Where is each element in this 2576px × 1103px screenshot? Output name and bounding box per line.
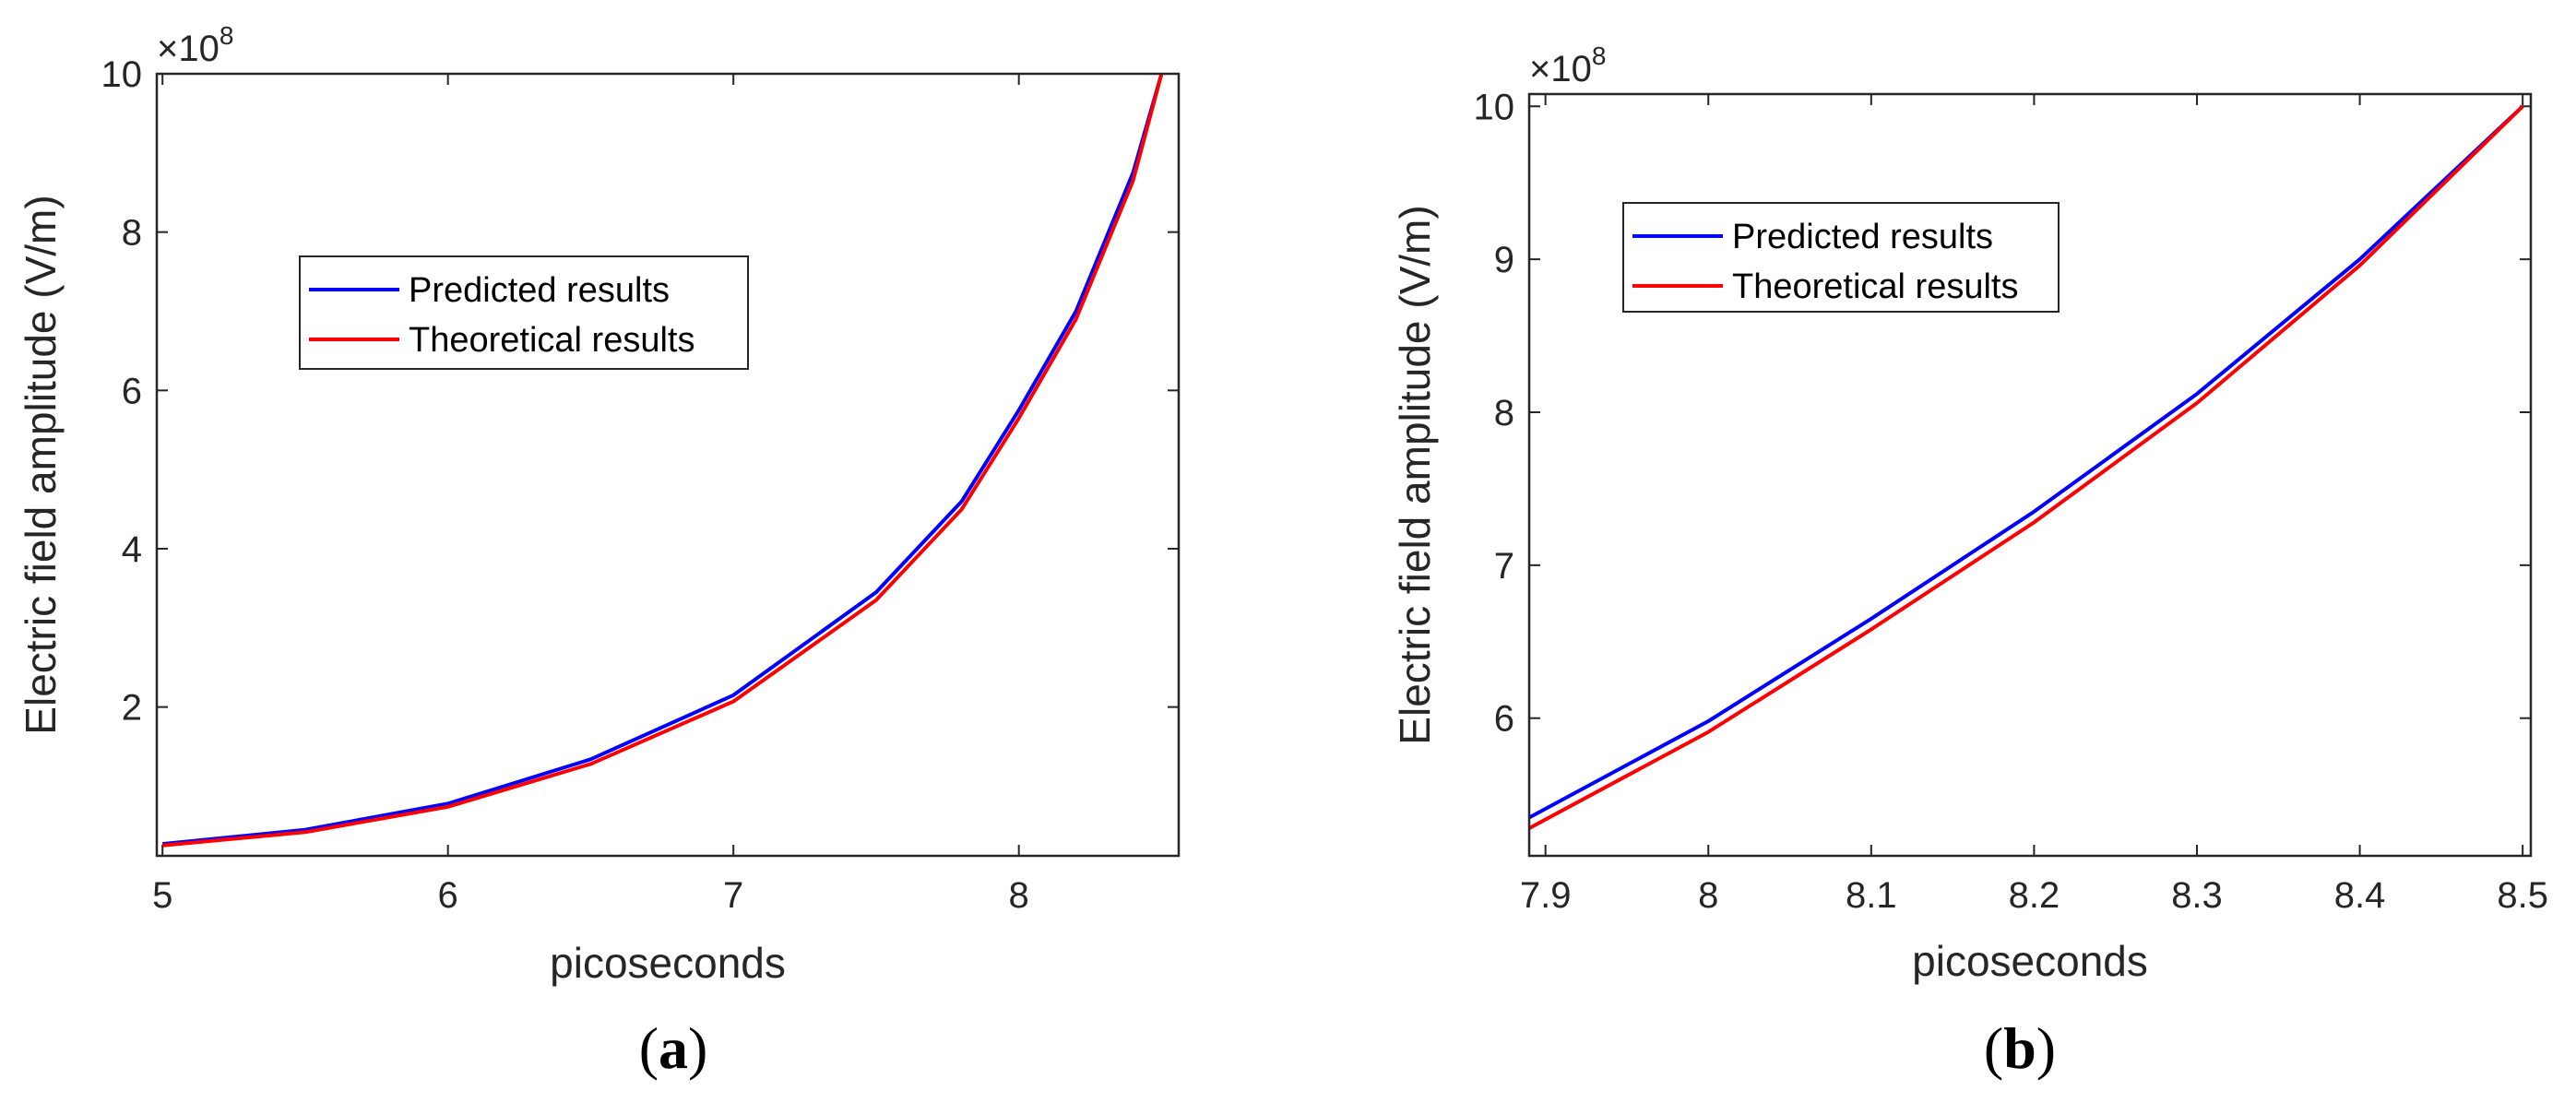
y-exponent-label: ×108 bbox=[1529, 42, 1606, 89]
series-line-theoretical bbox=[1529, 104, 2524, 830]
legend-label-predicted: Predicted results bbox=[409, 271, 670, 310]
y-exponent-power: 8 bbox=[220, 21, 234, 50]
x-tick-label: 8.5 bbox=[2497, 875, 2548, 916]
y-exponent-label: ×108 bbox=[157, 21, 233, 69]
y-tick-label: 10 bbox=[1474, 87, 1515, 127]
legend-label-theoretical: Theoretical results bbox=[1732, 267, 2018, 306]
axes-box bbox=[155, 72, 1181, 858]
y-tick-label: 6 bbox=[122, 371, 142, 411]
x-axis-label: picoseconds bbox=[550, 939, 786, 987]
y-tick-label: 8 bbox=[122, 213, 142, 254]
x-tick-label: 6 bbox=[438, 875, 458, 916]
panel-caption: (b) bbox=[1984, 1015, 2056, 1081]
legend: Predicted results Theoretical results bbox=[1622, 202, 2060, 313]
series-line-predicted bbox=[162, 74, 1164, 847]
y-exponent-base: ×10 bbox=[157, 29, 220, 69]
legend-label-predicted: Predicted results bbox=[1732, 218, 1993, 256]
x-axis-label: picoseconds bbox=[1912, 937, 2148, 985]
panel-caption-letter: b bbox=[2003, 1015, 2036, 1081]
x-tick-label: 7.9 bbox=[1520, 875, 1572, 916]
y-tick-label: 9 bbox=[1494, 240, 1514, 280]
legend-box bbox=[1622, 202, 2060, 313]
y-axis-label: Electric field amplitude (V/m) bbox=[17, 195, 65, 734]
y-tick-label: 10 bbox=[101, 54, 143, 95]
legend-box bbox=[299, 255, 749, 370]
y-tick-label: 6 bbox=[1494, 699, 1514, 740]
x-tick-label: 7 bbox=[723, 875, 743, 916]
axes-box bbox=[1527, 92, 2533, 858]
series-line-theoretical bbox=[162, 74, 1164, 848]
x-tick-label: 8.4 bbox=[2334, 875, 2386, 916]
y-tick-label: 4 bbox=[122, 529, 142, 570]
y-exponent-base: ×10 bbox=[1529, 49, 1592, 89]
panel-caption: (a) bbox=[639, 1015, 708, 1081]
chart-panel-b: 7.9 8 8.1 8.2 8.3 8.4 8.5678910×108picoseconds… bbox=[1391, 42, 2548, 1081]
y-axis-label: Electric field amplitude (V/m) bbox=[1391, 205, 1439, 744]
panel-caption-letter: a bbox=[659, 1015, 688, 1081]
x-tick-label: 8 bbox=[1009, 875, 1029, 916]
y-exponent-power: 8 bbox=[1592, 42, 1607, 70]
legend: Predicted results Theoretical results bbox=[299, 255, 749, 370]
x-tick-label: 8 bbox=[1698, 875, 1718, 916]
y-tick-label: 2 bbox=[122, 688, 142, 729]
series-line-predicted bbox=[1529, 104, 2524, 820]
x-tick-label: 8.3 bbox=[2171, 875, 2223, 916]
x-tick-label: 8.2 bbox=[2009, 875, 2060, 916]
legend-label-theoretical: Theoretical results bbox=[409, 321, 694, 360]
plot-area bbox=[157, 74, 1179, 856]
x-tick-label: 8.1 bbox=[1846, 875, 1897, 916]
x-tick-label: 5 bbox=[152, 875, 172, 916]
y-tick-label: 8 bbox=[1494, 393, 1514, 433]
y-tick-label: 7 bbox=[1494, 546, 1514, 587]
